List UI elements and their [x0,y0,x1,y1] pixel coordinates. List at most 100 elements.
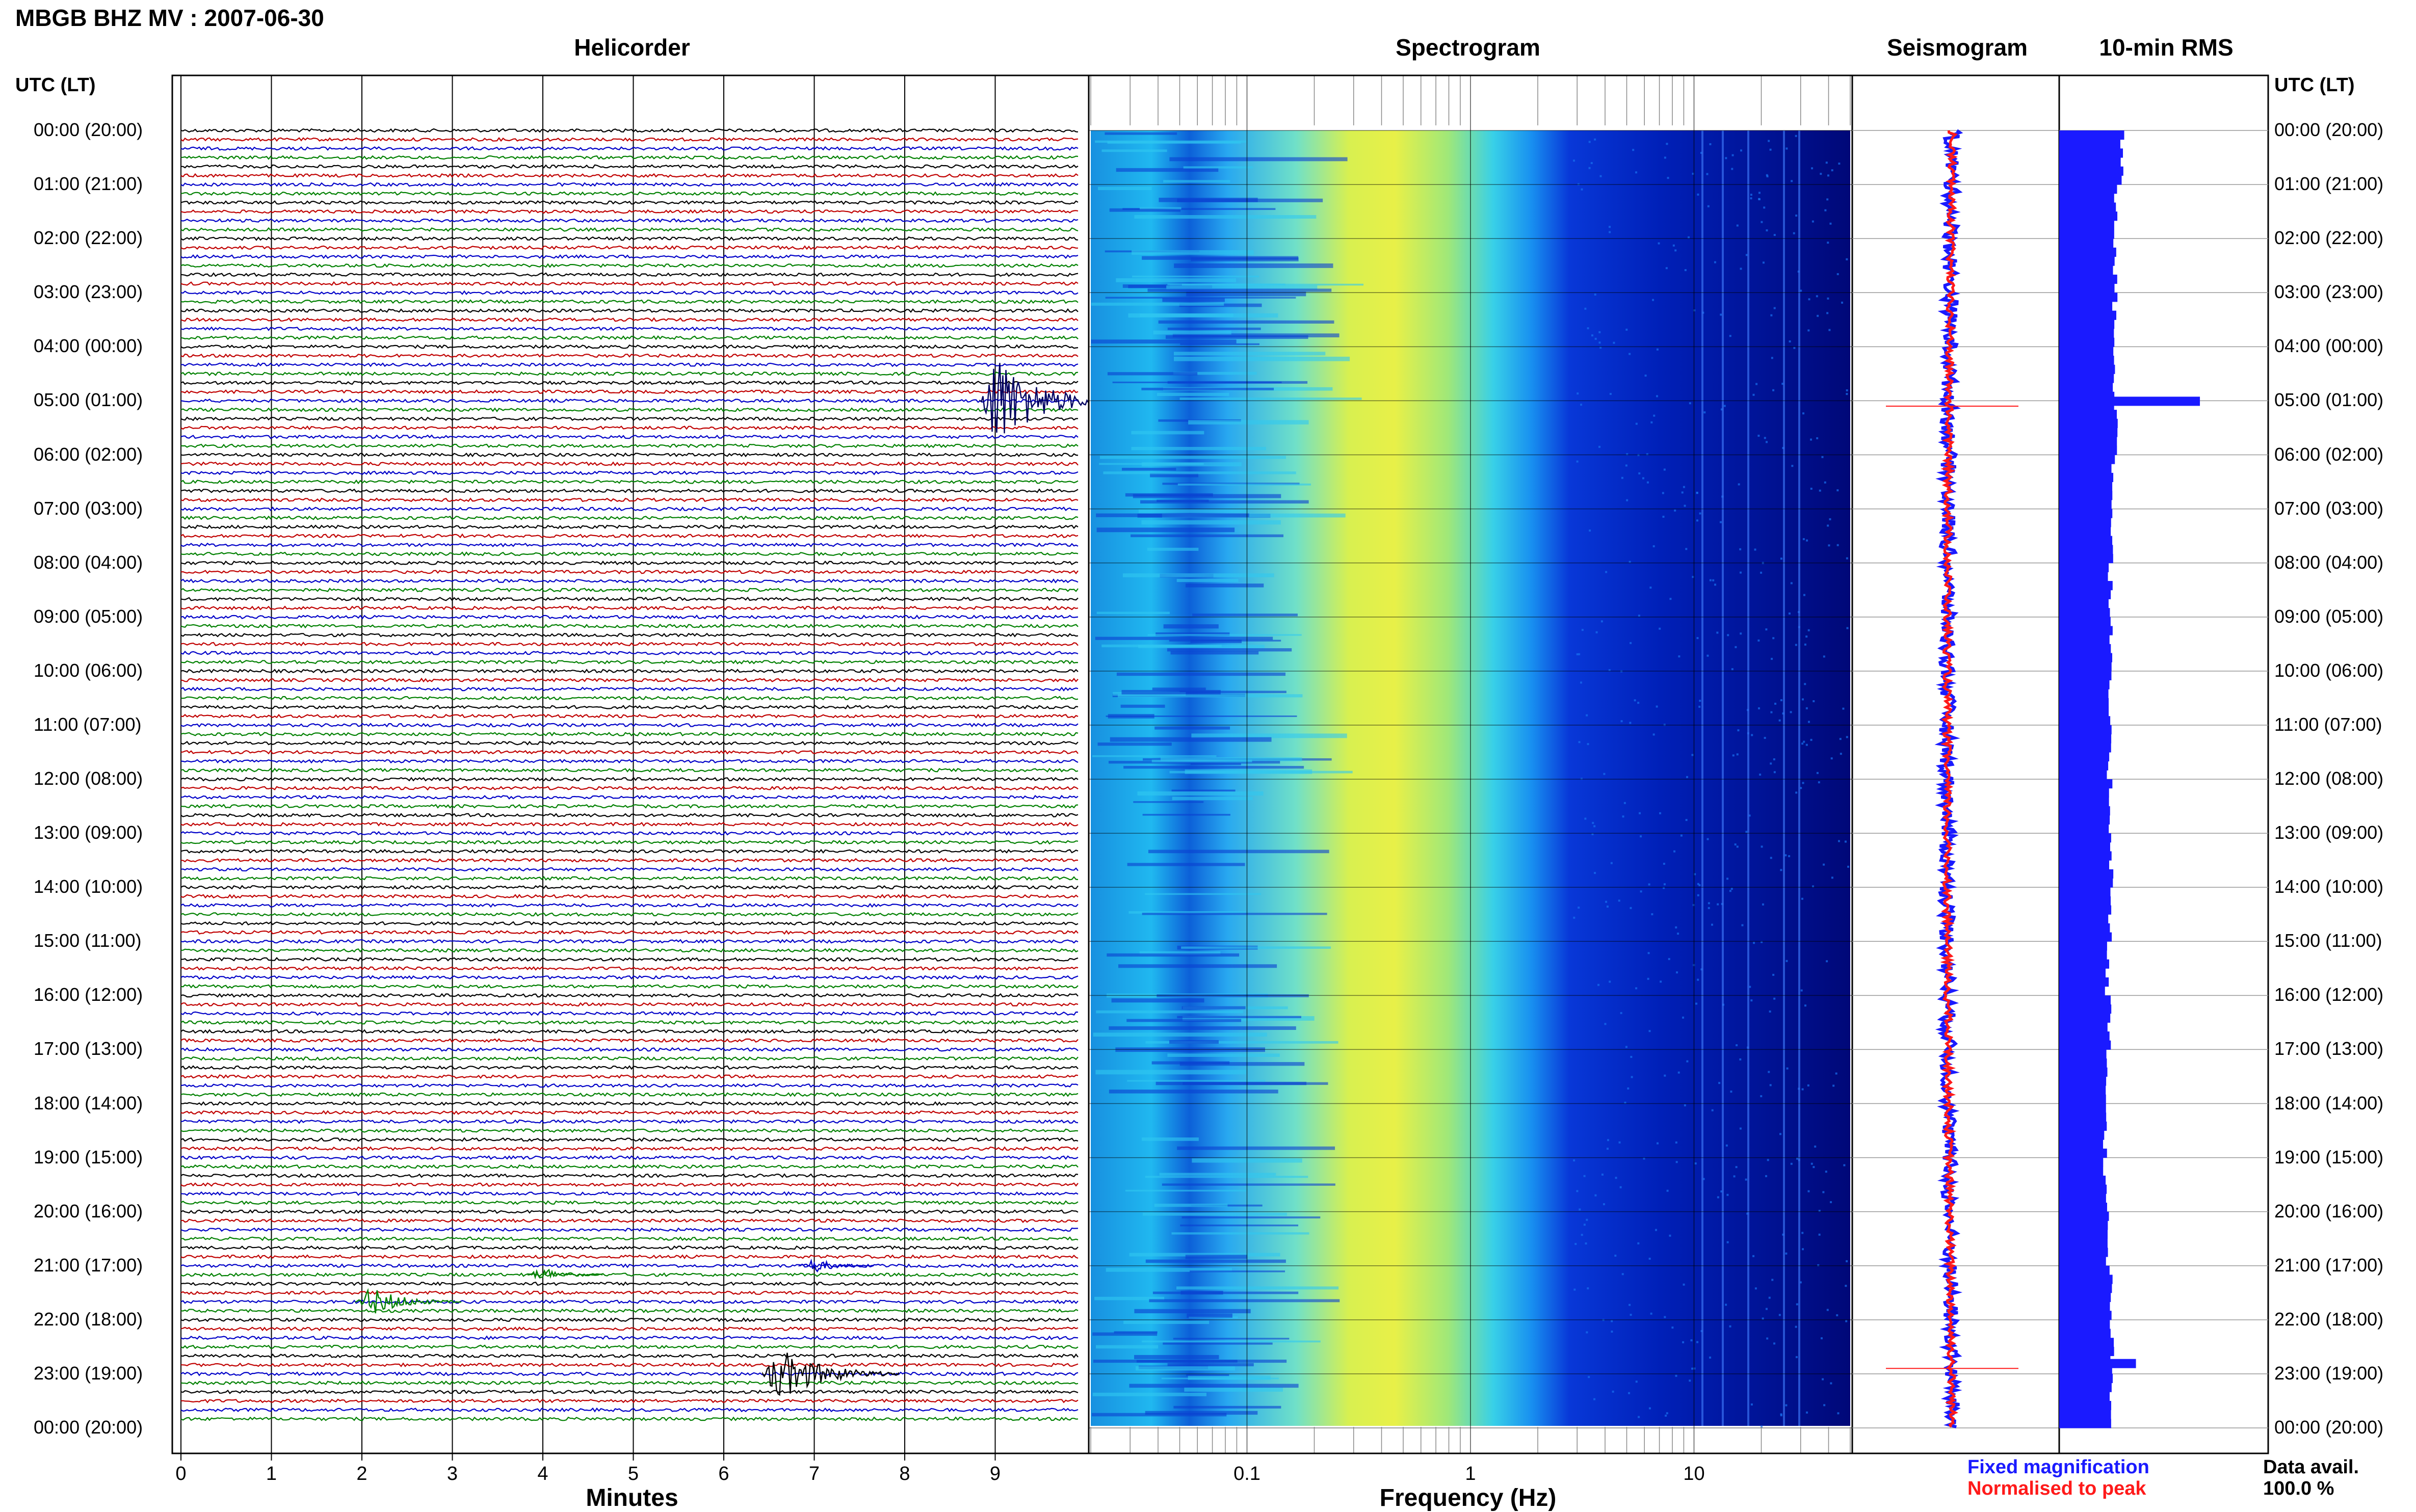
spectrogram-speckle [1807,629,1810,631]
hour-label-right: 14:00 (10:00) [2274,876,2384,897]
helicorder-trace [180,1128,1079,1133]
spectrogram-speckle [1659,627,1661,630]
spectrogram-speckle [1635,171,1638,174]
spectrogram-speckle [1621,1273,1624,1276]
spectrogram-speckle [1768,140,1770,142]
spectrogram-speckle [1846,258,1848,260]
helicorder-trace [180,1002,1079,1007]
spectrogram-striation [1139,207,1181,209]
helicorder-trace [180,1065,1079,1070]
spectrogram-striation [1169,1040,1219,1044]
rms-bar [2059,1338,2114,1347]
spectrogram-speckle [1762,1317,1764,1320]
spectrogram-striation [1185,1255,1247,1259]
hour-label-left: 09:00 (05:00) [34,605,143,627]
helicorder-trace [180,191,1079,196]
spectrogram-speckle [1594,138,1596,141]
spectrogram-speckle [1573,1159,1575,1162]
spectrogram-speckle [1772,389,1775,391]
spectrogram-speckle [1770,314,1773,316]
spectrogram-speckle [1765,1308,1768,1310]
spectrogram-striation [1092,1392,1207,1396]
helicorder-trace [180,984,1079,989]
spectrogram-speckle [1663,887,1665,889]
helicorder-trace [180,840,1079,845]
helicorder-trace [180,921,1079,926]
spectrogram-striation [1165,335,1308,339]
rms-bar [2059,193,2114,203]
spectrogram-speckle [1631,1076,1633,1078]
spectrogram-speckle [1720,408,1723,411]
helicorder-trace [180,1137,1079,1142]
spectrogram-striation [1167,1053,1280,1057]
spectrogram-striation [1159,197,1258,202]
spectrogram-speckle [1730,888,1733,890]
rms-bar [2059,410,2117,419]
helicorder-trace [180,200,1079,205]
spectrogram-striation [1122,573,1274,577]
spectrogram-speckle [1595,631,1598,633]
spectrogram-speckle [1663,468,1666,471]
rms-bar [2059,1329,2111,1338]
spectrogram-striation [1145,1176,1308,1178]
helicorder-trace [180,1083,1079,1088]
hour-label-right: 20:00 (16:00) [2274,1200,2384,1222]
spectrogram-speckle [1825,1171,1827,1173]
spectrogram-speckle [1580,681,1582,684]
helicorder-trace [180,650,1079,655]
rms-plot [2058,74,2269,1454]
spectrogram-speckle [1683,1283,1685,1286]
spectrogram-speckle [1591,833,1594,835]
spectrogram-speckle [1648,1407,1651,1410]
hour-label-right: 02:00 (22:00) [2274,227,2384,249]
rms-bar [2059,590,2111,599]
spectrogram-speckle [1761,941,1763,943]
spectrogram-speckle [1844,840,1847,843]
spectrogram-speckle [1692,172,1694,175]
spectrogram-speckle [1764,437,1766,439]
spectrogram-striation [1116,278,1236,282]
rms-bar [2059,328,2114,338]
spectrogram-speckle [1627,1087,1630,1090]
spectrogram-striation [1096,513,1249,517]
spectrogram-striation [1109,208,1181,212]
spectrogram-speckle [1799,1281,1802,1284]
spectrogram-striation [1167,1363,1254,1367]
spectrogram-speckle [1770,711,1773,713]
rms-bar [2059,464,2112,473]
spectrogram-speckle [1621,476,1623,479]
helicorder-trace [180,794,1079,800]
spectrogram-speckle [1594,1194,1597,1197]
frequency-tick-label: 10 [1683,1463,1704,1484]
spectrogram-speckle [1752,1255,1755,1257]
hour-label-left: 15:00 (11:00) [34,930,142,951]
spectrogram-striation [1121,689,1221,695]
spectrogram-striation [1179,1062,1305,1066]
spectrogram-speckle [1827,524,1829,527]
spectrogram-speckle [1605,571,1608,573]
spectrogram-striation [1153,330,1231,335]
spectrogram-speckle [1791,180,1793,182]
helicorder-trace [180,254,1079,259]
spectrogram-speckle [1781,383,1784,385]
helicorder-trace [180,903,1079,908]
helicorder-trace [180,209,1079,214]
spectrogram-speckle [1758,198,1761,200]
helicorder-trace [181,164,1079,169]
helicorder-trace [180,786,1079,791]
rms-bar [2059,878,2113,888]
spectrogram-speckle [1576,653,1579,655]
spectrogram-speckle [1816,772,1819,774]
rms-bar [2059,148,2123,158]
rms-bar [2059,725,2112,735]
spectrogram-striation [1118,964,1277,968]
spectrogram-speckle [1823,863,1825,866]
seismogram-frame [1851,74,2060,1454]
hour-label-right: 07:00 (03:00) [2274,497,2384,519]
spectrogram-striation [1152,687,1206,691]
helicorder-trace [180,596,1079,602]
helicorder-trace [180,1011,1079,1016]
spectrogram-striation [1159,1173,1276,1176]
helicorder-trace [180,1146,1079,1151]
spectrogram-speckle [1795,791,1798,794]
